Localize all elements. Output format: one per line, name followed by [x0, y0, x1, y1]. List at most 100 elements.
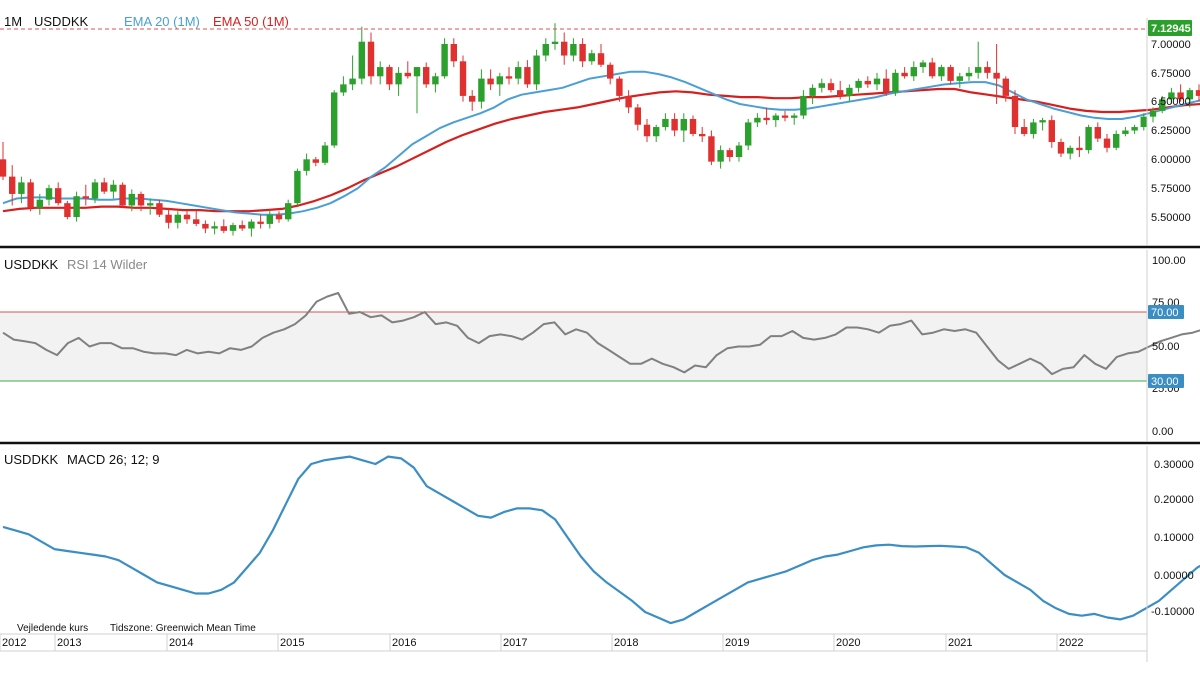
rsi-indicator-label[interactable]: RSI 14 Wilder: [67, 257, 148, 272]
candle-body: [1002, 78, 1009, 96]
rsi-oversold-label: 30.00: [1151, 376, 1179, 388]
candle-body: [781, 115, 789, 118]
candlestick-series: [0, 23, 1200, 237]
rsi-legend: USDDKK RSI 14 Wilder: [4, 257, 148, 272]
candle-body: [174, 214, 181, 223]
candle-body: [367, 41, 375, 77]
candle-body: [699, 133, 706, 137]
candle-body: [680, 118, 687, 131]
year-tick: 2021: [948, 637, 972, 649]
rsi-neutral-band: [0, 312, 1147, 381]
symbol-label[interactable]: USDDKK: [34, 14, 89, 29]
candle-body: [183, 214, 191, 220]
candle-body: [689, 118, 697, 134]
candle-body: [1094, 127, 1101, 139]
candle-body: [910, 67, 917, 77]
candle-body: [634, 107, 641, 125]
macd-y-axis: 0.30000 0.20000 0.10000 0.00000 -0.10000: [1151, 459, 1194, 618]
candle-body: [542, 44, 549, 56]
candle-body: [496, 76, 503, 85]
candle-body: [91, 182, 99, 199]
price-panel[interactable]: 7.00000 6.75000 6.50000 6.25000 6.00000 …: [0, 14, 1200, 245]
candle-body: [993, 72, 1000, 79]
candle-body: [156, 203, 163, 215]
candle-body: [358, 41, 365, 79]
candle-body: [266, 214, 273, 224]
candle-body: [36, 199, 43, 208]
candle-body: [809, 87, 816, 96]
candle-body: [671, 118, 678, 131]
candle-body: [202, 223, 209, 229]
macd-tick: 0.10000: [1154, 532, 1194, 544]
candle-body: [561, 41, 568, 56]
year-tick: 2015: [280, 637, 304, 649]
candle-body: [73, 196, 80, 217]
price-legend: 1M USDDKK EMA 20 (1M) EMA 50 (1M): [4, 14, 289, 29]
rsi-panel[interactable]: 100.00 75.00 50.00 25.00 0.00 70.00 30.0…: [0, 250, 1200, 441]
rsi-oversold-tag: 30.00: [1148, 374, 1184, 388]
candle-body: [469, 95, 476, 102]
price-tick: 5.50000: [1151, 212, 1191, 224]
candle-body: [1067, 147, 1074, 154]
time-x-axis[interactable]: 2012 2013 2014 2015 2016 2017 2018 2019 2020 2021…: [0, 633, 1147, 652]
candle-body: [984, 67, 991, 73]
rsi-series: [2, 292, 1200, 376]
candle-body: [524, 67, 531, 85]
year-tick: 2013: [57, 637, 81, 649]
current-price-tag-bg: [1148, 20, 1192, 36]
candle-body: [45, 188, 53, 200]
year-tick: 2020: [836, 637, 860, 649]
candle-body: [229, 225, 237, 231]
candle-body: [432, 76, 439, 85]
candle-body: [18, 182, 25, 194]
candle-body: [708, 136, 715, 162]
candle-body: [533, 55, 540, 85]
candle-body: [570, 44, 577, 56]
candle-body: [1048, 120, 1055, 143]
macd-symbol-label[interactable]: USDDKK: [4, 452, 59, 467]
candle-body: [27, 182, 34, 208]
candle-body: [423, 67, 430, 85]
candle-body: [1149, 110, 1157, 117]
candle-body: [965, 72, 973, 77]
candle-body: [321, 145, 329, 163]
price-tick: 6.50000: [1151, 96, 1191, 108]
candle-body: [1122, 130, 1129, 134]
candle-body: [901, 72, 908, 77]
candle-body: [285, 203, 292, 220]
candle-body: [275, 214, 283, 220]
candle-body: [312, 159, 319, 163]
ema50-legend[interactable]: EMA 50 (1M): [213, 14, 289, 29]
ema20-legend[interactable]: EMA 20 (1M): [124, 14, 200, 29]
candle-body: [956, 76, 963, 81]
candle-body: [82, 196, 89, 199]
candle-body: [855, 80, 862, 88]
candle-body: [239, 225, 246, 229]
macd-panel[interactable]: 0.30000 0.20000 0.10000 0.00000 -0.10000…: [2, 446, 1200, 662]
year-tick: 2016: [392, 637, 416, 649]
macd-legend: USDDKK MACD 26; 12; 9: [4, 452, 160, 467]
candle-body: [331, 92, 338, 146]
rsi-tick: 50.00: [1152, 341, 1180, 353]
candle-body: [248, 221, 255, 229]
candle-body: [147, 203, 154, 206]
candle-body: [1113, 133, 1120, 148]
candle-body: [55, 188, 62, 204]
macd-indicator-label[interactable]: MACD 26; 12; 9: [67, 452, 160, 467]
interval-label[interactable]: 1M: [4, 14, 22, 29]
candle-body: [395, 72, 402, 85]
candle-body: [404, 72, 411, 77]
candle-body: [377, 67, 384, 77]
rsi-symbol-label[interactable]: USDDKK: [4, 257, 59, 272]
candle-body: [257, 221, 264, 224]
current-price-tag: 7.12945: [1148, 20, 1192, 36]
price-y-axis: 7.00000 6.75000 6.50000 6.25000 6.00000 …: [1151, 39, 1191, 224]
candle-body: [919, 62, 927, 68]
candle-body: [340, 84, 347, 93]
candle-body: [515, 67, 522, 79]
year-tick: 2018: [614, 637, 638, 649]
year-tick: 2014: [169, 637, 193, 649]
candle-body: [101, 182, 108, 192]
candle-body: [211, 226, 218, 229]
